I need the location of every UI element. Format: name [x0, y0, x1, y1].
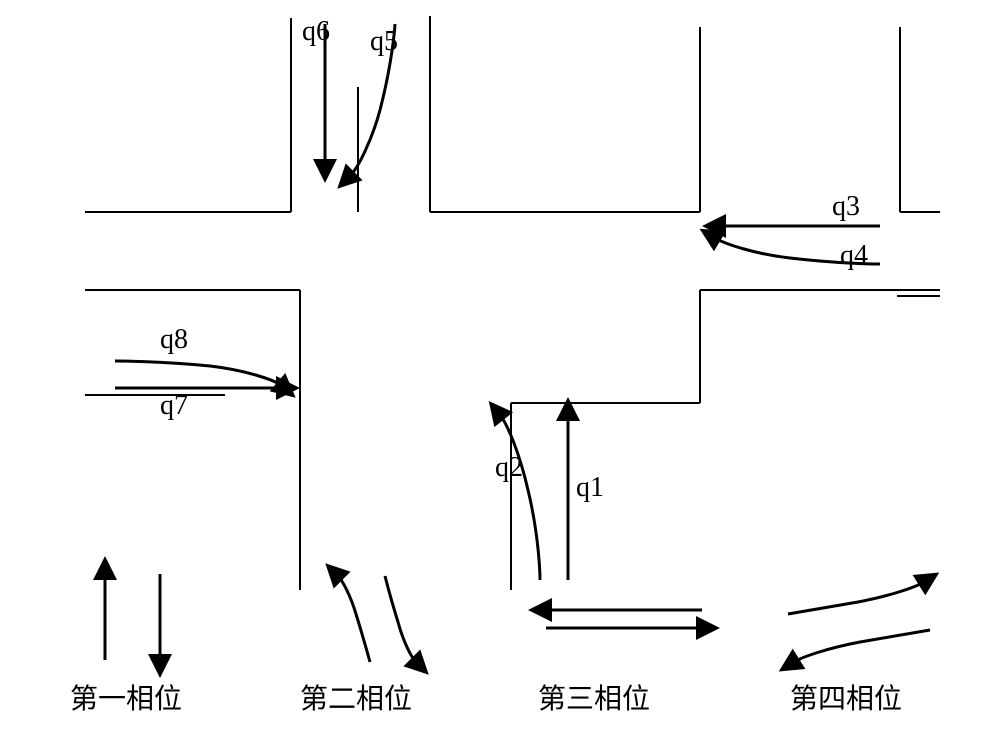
- flow-label-q4: q4: [840, 240, 868, 272]
- flow-label-q2: q2: [495, 452, 523, 484]
- flow-arrow-q2: [500, 415, 540, 580]
- phase-arrows: [105, 574, 930, 662]
- phase-label-phase3: 第三相位: [538, 677, 650, 717]
- flow-label-q5: q5: [370, 26, 398, 58]
- flow-label-q8: q8: [160, 324, 188, 356]
- phase-arrow-phase2: [385, 576, 416, 662]
- phase-arrow-phase4: [794, 630, 930, 662]
- phase-arrow-phase2: [338, 576, 370, 662]
- diagram-canvas: q6 q5 q3 q4 q8 q7 q2 q1 第一相位 第二相位 第三相位 第四相位: [0, 0, 1000, 741]
- flow-label-q1: q1: [576, 472, 604, 504]
- flow-label-q3: q3: [832, 191, 860, 223]
- road-outline: [85, 16, 940, 590]
- flow-arrows: [115, 24, 880, 580]
- flow-label-q7: q7: [160, 390, 188, 422]
- flow-label-q6: q6: [302, 16, 330, 48]
- phase-arrow-phase4: [788, 582, 924, 614]
- phase-label-phase1: 第一相位: [70, 677, 182, 717]
- intersection-svg: [0, 0, 1000, 741]
- flow-arrow-q8: [115, 361, 282, 386]
- phase-label-phase2: 第二相位: [300, 677, 412, 717]
- phase-label-phase4: 第四相位: [790, 677, 902, 717]
